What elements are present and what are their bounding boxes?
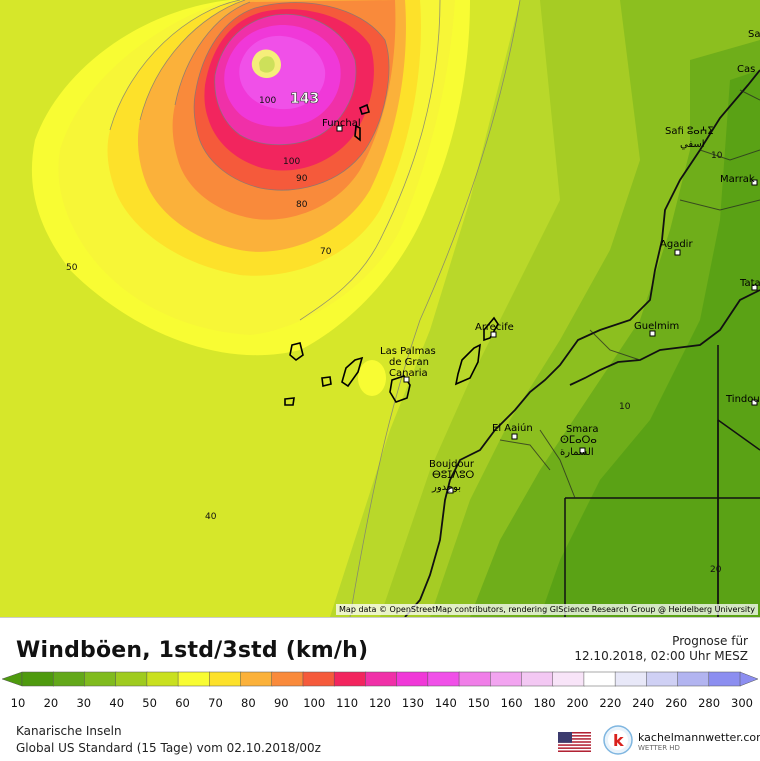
legend-panel: Windböen, 1std/3std (km/h) Prognose für … bbox=[0, 617, 760, 761]
scale-tick-label: 120 bbox=[369, 696, 391, 710]
contour-label: 10 bbox=[711, 151, 723, 161]
scale-tick-label: 260 bbox=[665, 696, 688, 710]
brand-name: kachelmannwetter.com bbox=[638, 731, 760, 744]
city-label-tindouf: Tindouf bbox=[725, 394, 760, 405]
city-label-guelmim: Guelmim bbox=[634, 321, 679, 332]
scale-swatch bbox=[521, 671, 554, 687]
scale-tick-label: 10 bbox=[10, 696, 26, 710]
city-label-smara-tifinagh: ⵙⵎⴰⵔⴰ bbox=[560, 435, 597, 446]
scale-swatch bbox=[209, 671, 242, 687]
scale-swatch bbox=[302, 671, 335, 687]
scale-arrow-low bbox=[1, 671, 23, 687]
legend-title: Windböen, 1std/3std (km/h) bbox=[16, 638, 369, 663]
scale-tick-label: 20 bbox=[43, 696, 59, 710]
city-label-funchal: Funchal bbox=[322, 118, 361, 129]
scale-tick-label: 280 bbox=[698, 696, 721, 710]
scale-tick-label: 100 bbox=[303, 696, 326, 710]
scale-swatch bbox=[614, 671, 648, 687]
city-label-safi-arabic: اسفي bbox=[680, 139, 705, 150]
contour-label: 90 bbox=[296, 174, 308, 184]
city-label-agadir: Agadir bbox=[660, 239, 693, 250]
svg-text:k: k bbox=[613, 731, 624, 750]
scale-arrow-high bbox=[739, 671, 759, 687]
color-scale-ticks: 10 20 30 40 50 60 70 80 90 100 110 120 130 140 150 160 1… bbox=[11, 696, 753, 710]
scale-tick-label: 50 bbox=[142, 696, 157, 710]
scale-swatch bbox=[708, 671, 741, 687]
city-label-smara: Smara bbox=[566, 424, 598, 435]
contour-label: 50 bbox=[66, 263, 78, 273]
scale-swatch bbox=[52, 671, 86, 687]
scale-tick-label: 110 bbox=[336, 696, 359, 710]
city-label-las-palmas: Canaria bbox=[389, 368, 428, 379]
scale-tick-label: 90 bbox=[273, 696, 289, 710]
scale-swatch bbox=[458, 671, 492, 687]
model-label: Global US Standard (15 Tage) vom 02.10.2… bbox=[16, 741, 321, 755]
scale-tick-label: 30 bbox=[76, 696, 92, 710]
contour-label: 100 bbox=[259, 96, 276, 106]
scale-swatch bbox=[677, 671, 710, 687]
forecast-info: Prognose für 12.10.2018, 02:00 Uhr MESZ bbox=[574, 634, 748, 664]
scale-tick-label: 60 bbox=[175, 696, 190, 710]
contour-label: 10 bbox=[619, 402, 631, 412]
scale-tick-label: 80 bbox=[241, 696, 256, 710]
scale-swatch bbox=[146, 671, 179, 687]
scale-swatch bbox=[646, 671, 679, 687]
scale-swatch bbox=[490, 671, 523, 687]
wind-gust-map[interactable]: 100 100 90 80 70 50 40 10 20 10 143 bbox=[0, 0, 760, 617]
contour-label: 80 bbox=[296, 200, 308, 210]
city-label-smara-arabic: السمارة bbox=[560, 447, 594, 458]
city-label-boujdour-tifinagh: ⴱⵓⵊⴷⵓⵔ bbox=[432, 470, 474, 481]
scale-tick-label: 220 bbox=[599, 696, 622, 710]
scale-swatch bbox=[240, 671, 273, 687]
city-label-el-aaiun: El Aaiún bbox=[492, 422, 533, 434]
region-label: Kanarische Inseln bbox=[16, 724, 122, 738]
scale-tick-label: 200 bbox=[566, 696, 589, 710]
city-label-las-palmas: de Gran bbox=[389, 357, 429, 368]
contour-label: 20 bbox=[710, 565, 722, 575]
scale-tick-label: 140 bbox=[434, 696, 457, 710]
scale-swatch bbox=[177, 671, 211, 687]
city-label-tata: Tata bbox=[739, 278, 760, 289]
map-canvas: 100 100 90 80 70 50 40 10 20 10 143 bbox=[0, 0, 760, 617]
us-flag-icon[interactable] bbox=[558, 732, 591, 752]
scale-swatch bbox=[271, 671, 304, 687]
scale-tick-label: 240 bbox=[632, 696, 655, 710]
peak-gust-value: 143 bbox=[290, 91, 319, 107]
contour-label: 70 bbox=[320, 247, 332, 257]
scale-swatch bbox=[333, 671, 367, 687]
city-label-arrecife: Arrecife bbox=[475, 322, 514, 333]
city-label-boujdour-arabic: بوجدور bbox=[431, 482, 461, 493]
kachelmann-logo-icon[interactable]: k bbox=[603, 725, 633, 755]
city-label-las-palmas: Las Palmas bbox=[380, 346, 436, 357]
scale-swatch bbox=[365, 671, 398, 687]
scale-swatch bbox=[396, 671, 429, 687]
city-label-safi: Safi ⵓⴰⵄⵉ bbox=[665, 126, 714, 137]
city-labels: Funchal Safi ⵓⴰⵄⵉ اسفي Marrak Agadir Tat… bbox=[322, 29, 760, 493]
contour-label: 100 bbox=[283, 157, 300, 167]
forecast-time: 12.10.2018, 02:00 Uhr MESZ bbox=[574, 649, 748, 663]
brand-subtitle: WETTER HD bbox=[638, 744, 680, 752]
scale-swatch bbox=[115, 671, 148, 687]
contour-label: 40 bbox=[205, 512, 217, 522]
scale-swatch bbox=[427, 671, 460, 687]
color-scale-bar bbox=[1, 671, 759, 687]
forecast-label: Prognose für bbox=[672, 634, 748, 648]
city-label-boujdour: Boujdour bbox=[429, 459, 475, 470]
city-label-sa: Sa bbox=[748, 29, 760, 40]
scale-tick-label: 130 bbox=[401, 696, 424, 710]
contour-labels: 100 100 90 80 70 50 40 10 20 10 bbox=[66, 96, 723, 575]
scale-swatch bbox=[583, 671, 616, 687]
city-label-cas: Cas bbox=[737, 64, 755, 75]
scale-swatch bbox=[84, 671, 117, 687]
scale-swatch bbox=[552, 671, 585, 687]
city-label-marrakech: Marrak bbox=[720, 174, 755, 185]
scale-tick-label: 150 bbox=[467, 696, 490, 710]
scale-tick-label: 70 bbox=[208, 696, 223, 710]
scale-tick-label: 300 bbox=[731, 696, 753, 710]
scale-tick-label: 180 bbox=[533, 696, 556, 710]
scale-tick-label: 40 bbox=[109, 696, 125, 710]
scale-tick-label: 160 bbox=[500, 696, 523, 710]
map-attribution[interactable]: Map data © OpenStreetMap contributors, r… bbox=[336, 604, 758, 615]
scale-swatch bbox=[21, 671, 54, 687]
